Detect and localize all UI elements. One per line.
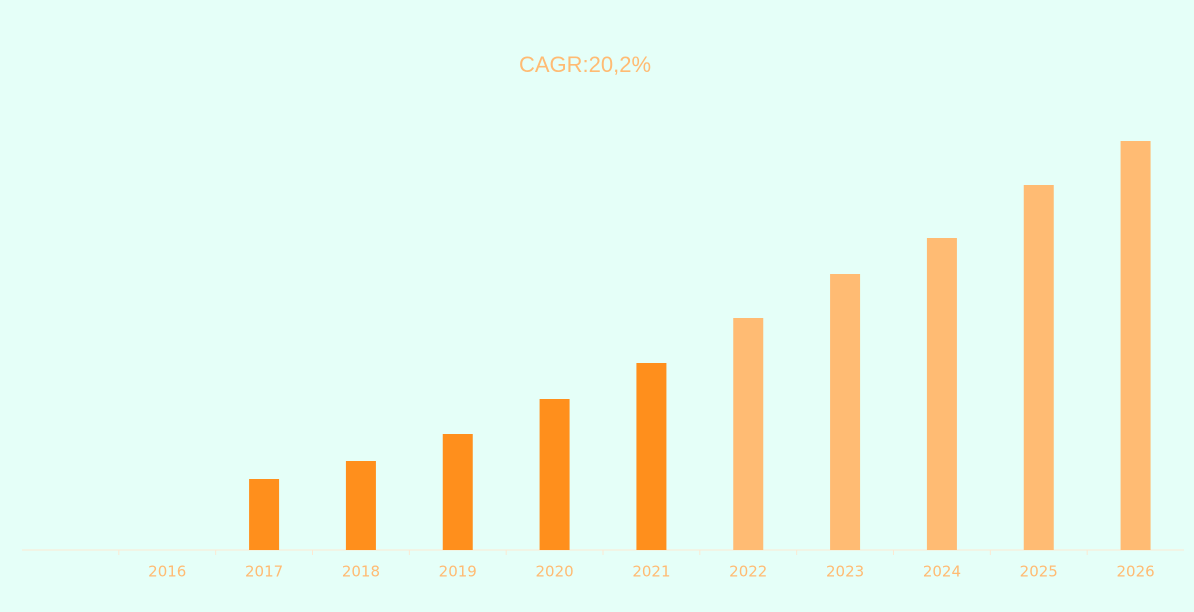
bar [249,479,280,550]
bar [830,274,861,550]
bar [442,434,473,550]
chart-title: CAGR:20,2% [519,52,651,77]
x-tick-label: 2026 [1116,563,1154,581]
bar [926,238,957,550]
x-tick-label: 2021 [632,563,670,581]
x-tick-label: 2016 [148,563,186,581]
bar [1023,185,1054,550]
bar [733,318,764,550]
x-tick-label: 2025 [1020,563,1058,581]
x-tick-label: 2022 [729,563,767,581]
x-tick-label: 2017 [245,563,283,581]
bar [345,461,376,550]
x-tick-label: 2020 [535,563,573,581]
bar [539,399,570,550]
x-tick-label: 2024 [923,563,961,581]
bar [1120,141,1151,550]
bar [636,363,667,550]
x-tick-label: 2019 [439,563,477,581]
x-tick-label: 2018 [342,563,380,581]
x-tick-label: 2023 [826,563,864,581]
